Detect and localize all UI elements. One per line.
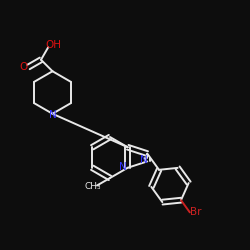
Text: N: N xyxy=(48,110,56,120)
Text: OH: OH xyxy=(45,40,61,50)
Text: N: N xyxy=(140,155,147,165)
Text: O: O xyxy=(20,62,28,72)
Text: N: N xyxy=(120,162,127,172)
Text: CH₃: CH₃ xyxy=(85,182,102,191)
Text: Br: Br xyxy=(190,207,202,217)
